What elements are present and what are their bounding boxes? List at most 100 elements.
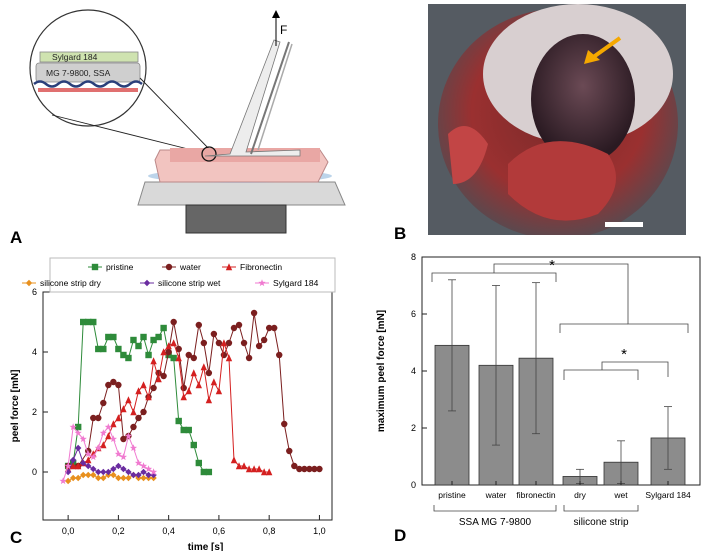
y-tick-label: 2 [411,423,416,433]
data-point [120,351,127,359]
force-label: F [280,23,287,37]
peeled-strip [204,39,301,157]
legend-label: Fibronectin [240,262,282,272]
data-point [135,342,142,350]
data-point [255,342,263,350]
data-point [95,474,102,482]
data-point [64,462,72,470]
data-point [130,336,137,344]
data-point [195,459,203,467]
zoom-target [201,146,217,162]
data-point [125,474,132,482]
data-point [180,384,187,392]
data-point [170,318,177,326]
data-point [90,471,97,479]
data-point [140,381,147,389]
data-point [74,462,82,470]
legend-label: silicone strip dry [40,278,102,288]
data-point [215,339,223,347]
peel-force-line-chart: 0,0 0,2 0,4 0,6 0,8 1,0 0 2 4 6 time [s] peel force… [10,257,336,551]
x-tick-label: 0,2 [112,526,125,536]
data-point [150,336,157,344]
data-point [175,354,182,362]
y-tick-label: 2 [32,407,37,417]
data-point [90,414,97,422]
data-point [150,471,157,479]
data-point [85,471,92,479]
data-point [215,387,223,395]
data-point [114,450,123,458]
data-point [175,417,182,425]
data-point [129,444,138,452]
group-bracket [563,505,639,512]
data-point [245,465,253,473]
data-point [195,381,203,389]
data-point [95,414,102,422]
data-point [230,324,238,332]
data-point [80,318,87,326]
data-point [100,399,107,407]
x-tick-label: water [485,490,507,500]
data-point [210,378,218,386]
legend-marker [258,279,266,287]
significance-bracket [493,263,689,333]
schematic-illustration: Sylgard 184 MG 7-9800, SSA F [29,9,346,234]
surgical-photo [428,4,686,235]
data-point [149,468,158,476]
data-point [85,462,92,470]
data-point [230,456,238,464]
group-bracket [433,505,557,512]
data-point [265,468,273,476]
data-point [105,432,112,440]
data-point [150,357,157,365]
data-point [210,330,218,338]
data-point [200,363,208,371]
x-tick-label: 0,0 [62,526,75,536]
data-point [125,396,132,404]
y-tick-label: 8 [411,252,416,262]
legend-marker [225,263,233,271]
data-point [250,465,258,473]
y-axis-label: peel force [mN] [10,370,21,443]
data-point [130,471,137,479]
series-water [64,309,323,473]
data-point [100,474,107,482]
significance-bracket [601,361,669,377]
data-point [105,333,112,341]
data-point [140,474,147,482]
data-point [80,459,87,467]
legend-marker [165,263,173,271]
data-point [265,324,273,332]
x-tick-label: wet [613,490,628,500]
y-tick-label: 0 [32,467,37,477]
inset-layer-top-label: Sylgard 184 [52,52,98,62]
data-point [69,474,77,482]
data-point [145,471,152,479]
data-point [105,468,112,476]
data-point [74,444,82,452]
dish-base [137,181,346,206]
data-point [140,333,147,341]
x-tick-label: 0,6 [213,526,226,536]
panel-label-d: D [394,526,407,545]
mount-block [185,204,287,234]
significance-bracket [559,323,628,333]
data-point [135,471,142,479]
data-point [120,465,127,473]
data-point [291,462,298,470]
y-tick-label: 0 [411,480,416,490]
data-point [240,462,248,470]
data-point [120,474,127,482]
inset-tissue [38,88,138,92]
data-point [235,462,243,470]
data-point [301,465,308,473]
x-tick-label: Sylgard 184 [645,490,691,500]
data-point [250,309,258,317]
data-point [85,456,92,464]
data-point [170,354,177,362]
data-point [271,324,278,332]
data-point [185,387,192,395]
data-point [59,477,67,485]
data-point [90,465,97,473]
y-tick-label: 6 [32,287,37,297]
